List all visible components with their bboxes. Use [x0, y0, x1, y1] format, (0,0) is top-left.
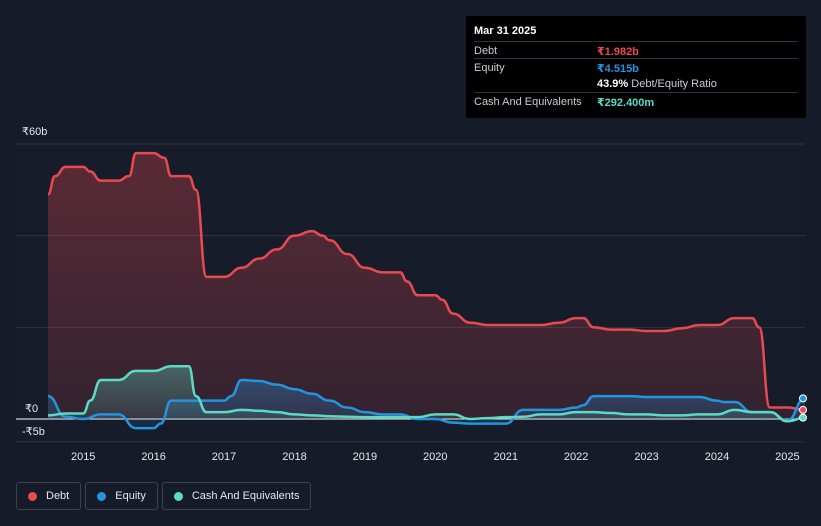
tooltip-ratio-value: 43.9% — [597, 78, 629, 90]
legend-label-cash: Cash And Equivalents — [191, 490, 300, 502]
y-tick-label-bottom: -₹5b — [22, 426, 45, 438]
tooltip-ratio-label: Debt/Equity Ratio — [631, 78, 717, 90]
x-tick-label-2017: 2017 — [212, 451, 236, 463]
legend-item-debt[interactable]: Debt — [16, 482, 82, 510]
equity-line — [47, 378, 806, 430]
x-tick-label-2020: 2020 — [423, 451, 447, 463]
x-tick-label-2015: 2015 — [71, 451, 95, 463]
legend-dot-debt — [28, 491, 37, 501]
chart-legend: Debt Equity Cash And Equivalents — [16, 482, 312, 510]
x-tick-label-2023: 2023 — [634, 451, 658, 463]
debt-end-marker — [799, 405, 807, 414]
tooltip-date: Mar 31 2025 — [474, 25, 537, 37]
tooltip-row-ratio: 43.9% Debt/Equity Ratio — [474, 75, 798, 92]
x-tick-label-2016: 2016 — [141, 451, 165, 463]
tooltip-equity-label: Equity — [474, 62, 505, 74]
legend-item-equity[interactable]: Equity — [85, 482, 158, 510]
x-tick-label-2018: 2018 — [282, 451, 306, 463]
series-lines — [47, 151, 806, 430]
tooltip-cash-value: ₹292.400m — [597, 97, 655, 109]
cash-line — [47, 365, 806, 423]
legend-item-cash[interactable]: Cash And Equivalents — [161, 482, 312, 510]
tooltip-row-debt: Debt ₹1.982b — [474, 41, 798, 59]
y-tick-label-top: ₹60b — [22, 126, 48, 138]
debt-line — [47, 151, 806, 412]
equity-end-marker — [799, 394, 807, 403]
tooltip-debt-label: Debt — [474, 45, 498, 57]
tooltip-cash-label: Cash And Equivalents — [474, 96, 582, 108]
debt-area — [48, 153, 805, 419]
tooltip-panel: Mar 31 2025 Debt ₹1.982b Equity ₹4.515b … — [466, 16, 806, 118]
y-tick-label-zero: ₹0 — [25, 403, 39, 415]
x-axis-tick-labels: 2015 2016 2017 2018 2019 2020 2021 2022 2023 2024… — [71, 451, 800, 463]
tooltip-row-equity: Equity ₹4.515b — [474, 58, 798, 76]
x-tick-label-2022: 2022 — [564, 451, 588, 463]
tooltip-row-cash: Cash And Equivalents ₹292.400m — [474, 92, 798, 110]
x-tick-label-2024: 2024 — [705, 451, 729, 463]
x-tick-label-2025: 2025 — [775, 451, 799, 463]
series-end-markers — [799, 394, 807, 422]
tooltip-equity-value: ₹4.515b — [597, 63, 639, 75]
legend-label-debt: Debt — [46, 490, 70, 502]
legend-label-equity: Equity — [115, 490, 146, 502]
x-tick-label-2019: 2019 — [353, 451, 377, 463]
x-tick-label-2021: 2021 — [493, 451, 517, 463]
legend-dot-equity — [97, 491, 107, 501]
tooltip-debt-value: ₹1.982b — [597, 46, 639, 58]
tooltip-ratio: 43.9% Debt/Equity Ratio — [597, 78, 717, 90]
legend-dot-cash — [173, 491, 183, 501]
cash-end-marker — [799, 413, 807, 422]
